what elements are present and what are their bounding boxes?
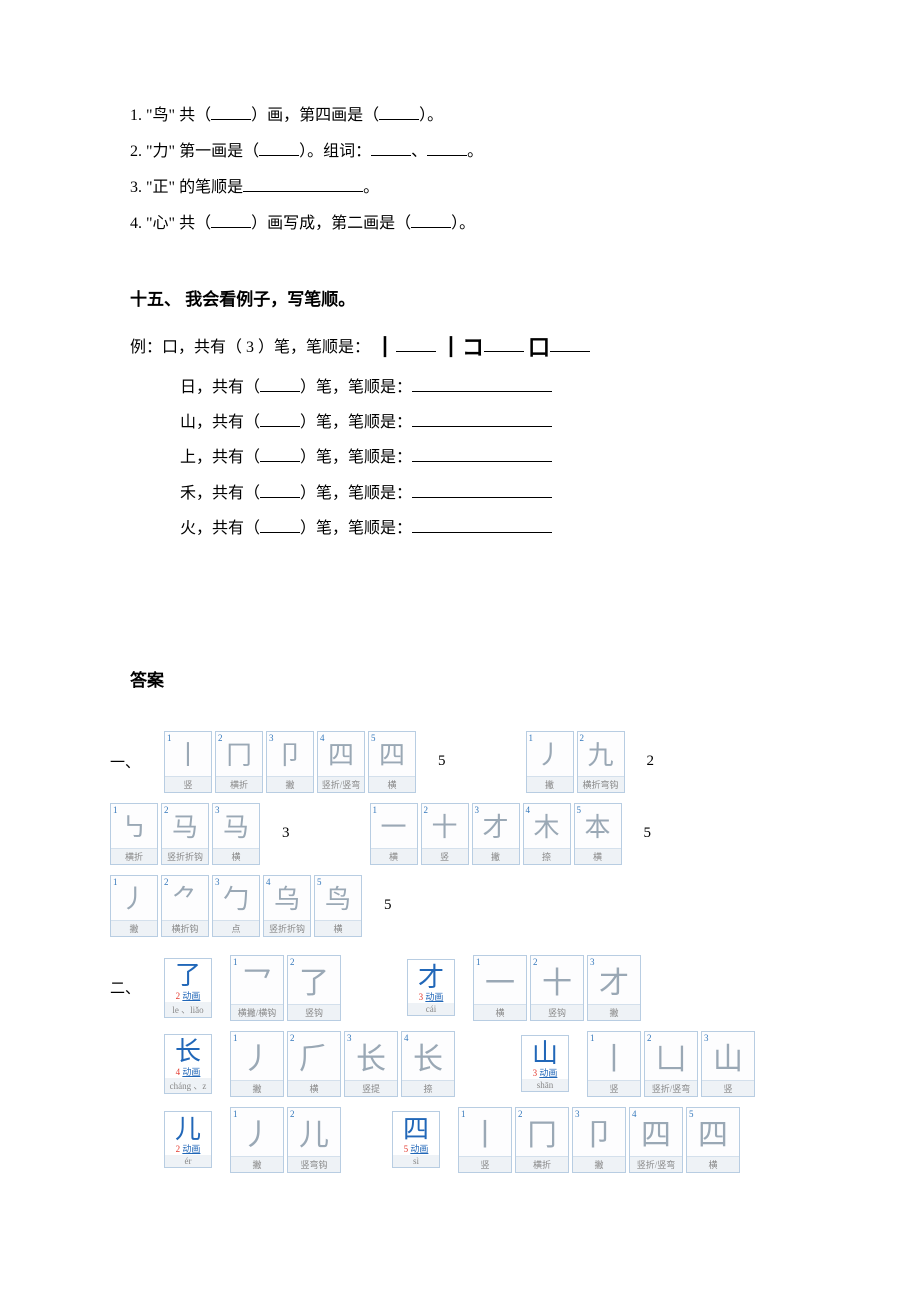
group-chang: 1丿撇2⺁横3长竖提4长捺 (230, 1031, 455, 1097)
head-shan: 山3 动画shān (521, 1035, 569, 1092)
stroke-card: 3才撇 (587, 955, 641, 1021)
subline-5: 火，共有（）笔，笔顺是： (180, 511, 790, 546)
stroke-card: 1㇉横折 (110, 803, 158, 865)
group-cai: 1一横2十竖钩3才撇 (473, 955, 641, 1021)
subline-list: 日，共有（）笔，笔顺是： 山，共有（）笔，笔顺是： 上，共有（）笔，笔顺是： 禾… (130, 370, 790, 546)
stroke-card: 5四横 (368, 731, 416, 793)
group-niao: 1丿撇2⺈横折钩3勹点4乌竖折折钩5鸟横 (110, 875, 362, 937)
stroke-card: 1一横 (473, 955, 527, 1021)
stroke-card: 1丿撇 (230, 1107, 284, 1173)
group-si: 1丨竖2冂横折3卩撇4四竖折/竖弯5四横 (164, 731, 416, 793)
group-shan: 1丨竖2凵竖折/竖弯3山竖 (587, 1031, 755, 1097)
stroke-card: 2十竖 (421, 803, 469, 865)
stroke-card: 3才撇 (472, 803, 520, 865)
subline-1: 日，共有（）笔，笔顺是： (180, 370, 790, 405)
stroke-card: 1丨竖 (458, 1107, 512, 1173)
row-4-label: 二、 (110, 977, 146, 998)
stroke-card: 2⺈横折钩 (161, 875, 209, 937)
head-card: 才3 动画cái (407, 959, 455, 1016)
stroke-card: 4木捺 (523, 803, 571, 865)
count-5b: 5 (640, 825, 656, 842)
stroke-card: 2凵竖折/竖弯 (644, 1031, 698, 1097)
head-card: 四5 动画sì (392, 1111, 440, 1168)
ans-row-4: 二、 了2 动画le 、liǎo 1乛横撇/横钩2了竖钩 才3 动画cái 1一… (110, 955, 790, 1021)
q3: 3. "正" 的笔顺是。 (130, 172, 790, 204)
stroke-card: 2⺁横 (287, 1031, 341, 1097)
group-ma: 1㇉横折2马竖折折钩3马横 (110, 803, 260, 865)
group-si2: 1丨竖2冂横折3卩撇4四竖折/竖弯5四横 (458, 1107, 740, 1173)
stroke-card: 5四横 (686, 1107, 740, 1173)
answer-block: 一、 1丨竖2冂横折3卩撇4四竖折/竖弯5四横 5 1丿撇2九横折弯钩 2 1㇉… (110, 731, 790, 1173)
subline-3: 上，共有（）笔，笔顺是： (180, 440, 790, 475)
ans-row-2: 1㇉横折2马竖折折钩3马横 3 1一横2十竖3才撇4木捺5本横 5 (110, 803, 790, 865)
subline-2: 山，共有（）笔，笔顺是： (180, 405, 790, 440)
ans-row-5: 长4 动画cháng 、z 1丿撇2⺁横3长竖提4长捺 山3 动画shān 1丨… (110, 1031, 790, 1097)
head-cai: 才3 动画cái (407, 959, 455, 1016)
section-15-title: 十五、 我会看例子，写笔顺。 (130, 285, 790, 310)
stroke-card: 2冂横折 (515, 1107, 569, 1173)
head-card: 山3 动画shān (521, 1035, 569, 1092)
group-ben: 1一横2十竖3才撇4木捺5本横 (370, 803, 622, 865)
q2: 2. "力" 第一画是（）。组词：、。 (130, 136, 790, 168)
head-er: 儿2 动画ér (164, 1111, 212, 1168)
row-1-label: 一、 (110, 751, 146, 772)
head-le: 了2 动画le 、liǎo (164, 958, 212, 1018)
stroke-card: 5鸟横 (314, 875, 362, 937)
ans-row-1: 一、 1丨竖2冂横折3卩撇4四竖折/竖弯5四横 5 1丿撇2九横折弯钩 2 (110, 731, 790, 793)
stroke-card: 2了竖钩 (287, 955, 341, 1021)
subline-4: 禾，共有（）笔，笔顺是： (180, 476, 790, 511)
answer-title: 答案 (130, 666, 790, 691)
stroke-card: 1丿撇 (110, 875, 158, 937)
count-3: 3 (278, 825, 294, 842)
stroke-card: 3山竖 (701, 1031, 755, 1097)
stroke-card: 1一横 (370, 803, 418, 865)
stroke-card: 2马竖折折钩 (161, 803, 209, 865)
count-5c: 5 (380, 897, 396, 914)
ans-row-6: 儿2 动画ér 1丿撇2儿竖弯钩 四5 动画sì 1丨竖2冂横折3卩撇4四竖折/… (110, 1107, 790, 1173)
stroke-card: 5本横 (574, 803, 622, 865)
group-le: 1乛横撇/横钩2了竖钩 (230, 955, 341, 1021)
stroke-card: 1丨竖 (587, 1031, 641, 1097)
head-card: 了2 动画le 、liǎo (164, 958, 212, 1018)
stroke-card: 1丿撇 (230, 1031, 284, 1097)
head-card: 儿2 动画ér (164, 1111, 212, 1168)
stroke-card: 4四竖折/竖弯 (629, 1107, 683, 1173)
stroke-card: 1丿撇 (526, 731, 574, 793)
head-chang: 长4 动画cháng 、z (164, 1034, 212, 1094)
stroke-card: 3长竖提 (344, 1031, 398, 1097)
stroke-card: 1乛横撇/横钩 (230, 955, 284, 1021)
stroke-card: 2九横折弯钩 (577, 731, 625, 793)
q1: 1. "鸟" 共（）画，第四画是（）。 (130, 100, 790, 132)
stroke-card: 3马横 (212, 803, 260, 865)
count-5: 5 (434, 753, 450, 770)
stroke-card: 3勹点 (212, 875, 260, 937)
stroke-card: 1丨竖 (164, 731, 212, 793)
stroke-card: 4长捺 (401, 1031, 455, 1097)
stroke-card: 4四竖折/竖弯 (317, 731, 365, 793)
stroke-card: 3卩撇 (572, 1107, 626, 1173)
stroke-card: 2儿竖弯钩 (287, 1107, 341, 1173)
stroke-card: 4乌竖折折钩 (263, 875, 311, 937)
stroke-card: 2冂横折 (215, 731, 263, 793)
q4: 4. "心" 共（）画写成，第二画是（）。 (130, 208, 790, 240)
head-si: 四5 动画sì (392, 1111, 440, 1168)
head-card: 长4 动画cháng 、z (164, 1034, 212, 1094)
group-jiu: 1丿撇2九横折弯钩 (526, 731, 625, 793)
ans-row-3: 1丿撇2⺈横折钩3勹点4乌竖折折钩5鸟横 5 (110, 875, 790, 937)
questions-block: 1. "鸟" 共（）画，第四画是（）。 2. "力" 第一画是（）。组词：、。 … (130, 100, 790, 240)
group-er: 1丿撇2儿竖弯钩 (230, 1107, 341, 1173)
count-2: 2 (643, 753, 659, 770)
stroke-card: 2十竖钩 (530, 955, 584, 1021)
example-line: 例：口，共有（ 3 ）笔，笔顺是： 丨 丨コ 口 (130, 330, 790, 362)
stroke-card: 3卩撇 (266, 731, 314, 793)
